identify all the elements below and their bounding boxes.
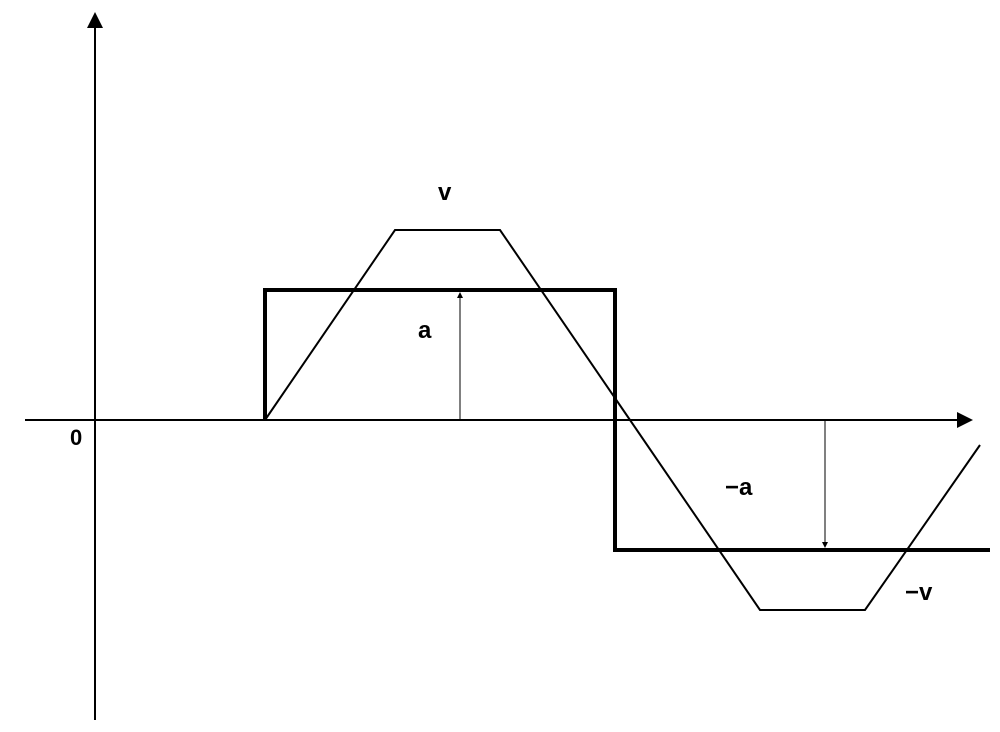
- motion-profile-diagram: 0 v −v a −a: [0, 0, 1000, 732]
- label-v: v: [438, 179, 452, 206]
- label-neg-v: −v: [905, 579, 933, 606]
- label-a: a: [418, 317, 432, 344]
- origin-label: 0: [70, 425, 82, 450]
- label-neg-a: −a: [725, 474, 753, 501]
